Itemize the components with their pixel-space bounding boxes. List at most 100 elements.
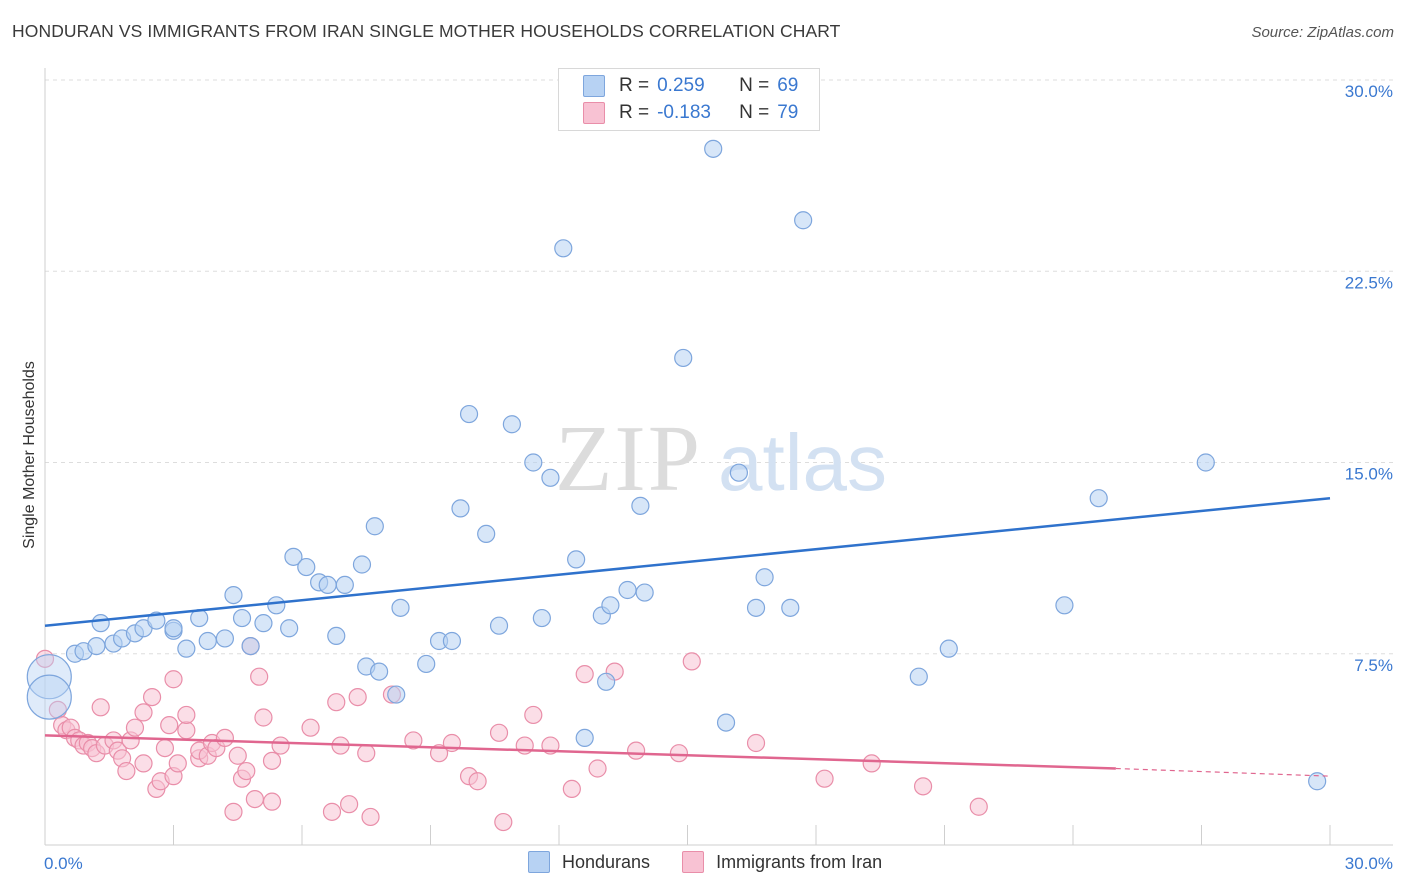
data-point-hondurans [198, 631, 217, 651]
data-point-iran [228, 746, 247, 765]
data-point-hondurans [674, 348, 693, 368]
data-point-hondurans [502, 415, 521, 434]
legend-swatch-blue [528, 851, 550, 873]
data-point-iran [562, 779, 581, 799]
legend-label-hondurans: Hondurans [562, 851, 651, 872]
data-point-hondurans [391, 598, 410, 617]
data-point-iran [913, 777, 933, 796]
data-point-iran [404, 731, 423, 750]
data-point-iran [588, 759, 607, 778]
x-tick-label: 30.0% [1345, 854, 1393, 873]
data-point-iran [575, 665, 594, 684]
legend-n-value: 69 [777, 75, 799, 96]
data-point-hondurans [365, 517, 384, 536]
data-point-hondurans [755, 568, 774, 587]
data-point-iran [746, 733, 766, 753]
data-point-hondurans [746, 598, 766, 617]
data-point-hondurans [215, 629, 234, 648]
data-point-iran [669, 744, 689, 763]
data-point-iran [429, 744, 449, 763]
data-point-hondurans [26, 654, 72, 700]
data-point-iran [271, 736, 290, 755]
data-point-iran [301, 718, 320, 737]
data-point-hondurans [87, 636, 106, 656]
data-point-iran [254, 708, 273, 727]
trendline-hondurans [44, 496, 1331, 627]
data-point-hondurans [635, 583, 654, 602]
data-point-iran [262, 792, 282, 811]
data-point-hondurans [532, 608, 551, 628]
legend-item-hondurans: Hondurans [528, 851, 650, 873]
data-point-hondurans [477, 524, 496, 544]
data-point-iran [245, 789, 264, 809]
data-point-iran [524, 705, 543, 725]
y-tick-label: 22.5% [1345, 273, 1393, 292]
data-point-hondurans [267, 596, 286, 615]
legend-swatch-blue [583, 75, 605, 97]
data-point-hondurans [716, 713, 736, 732]
data-point-hondurans [26, 674, 72, 720]
data-point-iran [262, 751, 282, 770]
legend-r-label: R = [619, 75, 650, 96]
chart-title: HONDURAN VS IMMIGRANTS FROM IRAN SINGLE … [12, 21, 841, 41]
data-point-hondurans [451, 499, 470, 518]
y-tick-label: 7.5% [1354, 656, 1393, 675]
data-point-hondurans [554, 239, 573, 258]
data-point-iran [361, 807, 380, 827]
y-tick-label: 30.0% [1345, 82, 1393, 101]
data-point-hondurans [284, 547, 303, 566]
data-point-hondurans [729, 463, 749, 482]
data-point-iran [224, 802, 243, 821]
data-point-hondurans [387, 685, 406, 704]
data-point-iran [117, 761, 136, 781]
data-point-hondurans [597, 672, 616, 691]
legend-r-label: R = [619, 102, 650, 123]
data-point-iran [357, 744, 376, 763]
data-point-iran [164, 670, 183, 689]
data-point-iran [177, 721, 196, 740]
data-point-hondurans [794, 211, 813, 230]
data-point-iran [626, 741, 646, 760]
data-point-hondurans [909, 667, 928, 686]
data-point-iran [134, 703, 153, 722]
data-point-iran [91, 698, 110, 717]
watermark-zip: ZIP [555, 407, 702, 511]
data-point-iran [177, 705, 196, 725]
data-point-hondurans [541, 468, 560, 487]
data-point-iran [322, 802, 342, 821]
data-point-hondurans [567, 550, 586, 569]
source-note: Source: ZipAtlas.com [1251, 24, 1394, 41]
data-point-hondurans [575, 728, 594, 748]
legend-item-iran: Immigrants from Iran [682, 851, 882, 873]
legend-n-value: 79 [777, 102, 799, 123]
watermark-atlas: atlas [718, 418, 887, 507]
data-point-hondurans [489, 616, 509, 635]
data-point-hondurans [335, 575, 354, 595]
legend-label-iran: Immigrants from Iran [716, 851, 883, 872]
legend-n-label: N = [739, 75, 770, 96]
data-point-iran [494, 812, 513, 832]
legend-n-label: N = [739, 102, 770, 123]
legend-swatch-pink [682, 851, 705, 873]
data-point-hondurans [1196, 453, 1215, 472]
data-point-hondurans [370, 662, 389, 681]
data-point-iran [815, 769, 834, 788]
data-point-iran [250, 667, 269, 686]
data-point-hondurans [147, 611, 166, 630]
data-point-hondurans [1308, 772, 1327, 791]
data-point-iran [340, 795, 359, 814]
x-tick-label: 0.0% [44, 854, 83, 873]
trendline-iran [44, 734, 1116, 770]
trendline-iran-extension [1115, 767, 1331, 777]
data-point-hondurans [297, 557, 316, 577]
data-point-hondurans [254, 614, 273, 633]
data-point-iran [168, 754, 187, 773]
data-point-hondurans [352, 555, 372, 574]
data-point-hondurans [601, 596, 620, 615]
legend-row-iran: R = -0.183 N = 79 [583, 101, 798, 125]
data-point-iran [125, 718, 145, 737]
data-point-iran [134, 754, 153, 773]
data-point-hondurans [704, 139, 723, 158]
data-point-hondurans [224, 585, 243, 605]
